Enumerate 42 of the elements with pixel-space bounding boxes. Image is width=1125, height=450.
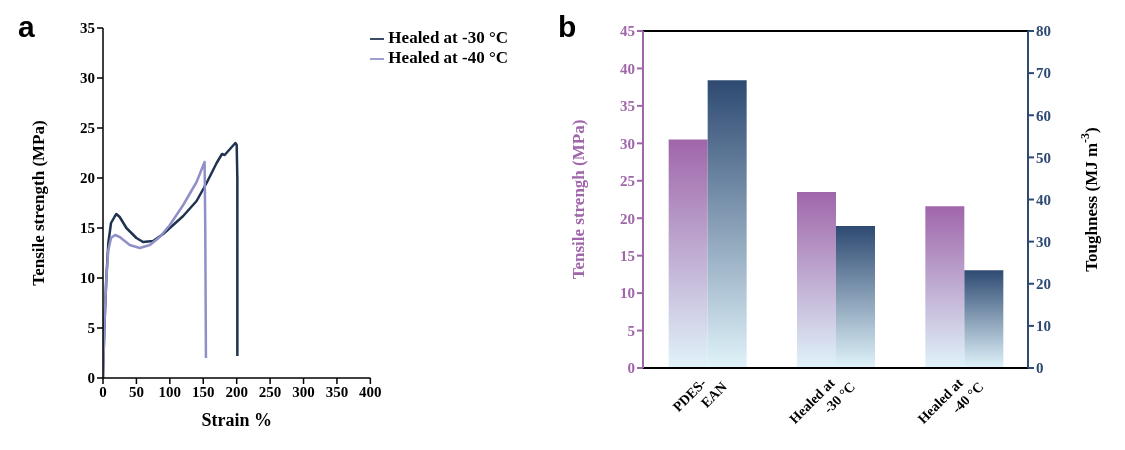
y-tick-label: 30 [80,70,95,87]
y-tick-label: 10 [80,270,95,287]
x-tick-label: 250 [258,383,282,400]
x-tick-label: 100 [158,383,182,400]
y2-tick-label: 70 [1036,65,1051,82]
y-tick-label: 20 [620,210,635,227]
x-tick-label: 200 [225,383,248,400]
x-axis-title: Strain % [201,410,272,430]
y-tick-label: 0 [627,360,635,377]
y-tick-label: 35 [80,20,95,37]
y-tick-label: 20 [80,170,95,187]
legend-label: Healed at -30 °C [388,28,508,47]
y-tick-label: 35 [620,98,635,115]
y-tick-label: 30 [620,135,635,152]
y2-tick-label: 30 [1036,233,1051,250]
y-tick-label: 25 [620,173,635,190]
y-tick-label: 5 [627,322,635,339]
y-tick-label: 45 [620,23,635,40]
y2-tick-label: 50 [1036,149,1051,166]
y2-tick-label: 20 [1036,276,1051,293]
x-tick-label: 350 [325,383,349,400]
chart-title: a [18,10,35,44]
x-tick-label: 50 [128,383,144,400]
y-axis-title: Tensile strength (MPa) [28,120,48,286]
y-tick-label: 40 [620,60,635,77]
legend-label: Healed at -40 °C [388,48,508,67]
y2-tick-label: 60 [1036,107,1051,124]
x-tick-label: 400 [359,383,382,400]
y2-tick-label: 0 [1036,360,1044,377]
y-tick-label: 10 [620,285,635,302]
y-tick-label: 25 [80,120,95,137]
y-tick-label: 15 [620,247,635,264]
y-tick-label: 5 [87,320,95,337]
chart-title: b [558,10,577,44]
y-tick-label: 15 [80,220,95,237]
x-tick-label: 150 [192,383,215,400]
y2-tick-label: 40 [1036,191,1051,208]
y2-tick-label: 80 [1036,23,1051,40]
x-tick-label: 0 [99,383,107,400]
y-axis-title: Tensile strengh (MPa) [568,119,588,280]
y2-tick-label: 10 [1036,318,1051,335]
x-tick-label: 300 [292,383,315,400]
